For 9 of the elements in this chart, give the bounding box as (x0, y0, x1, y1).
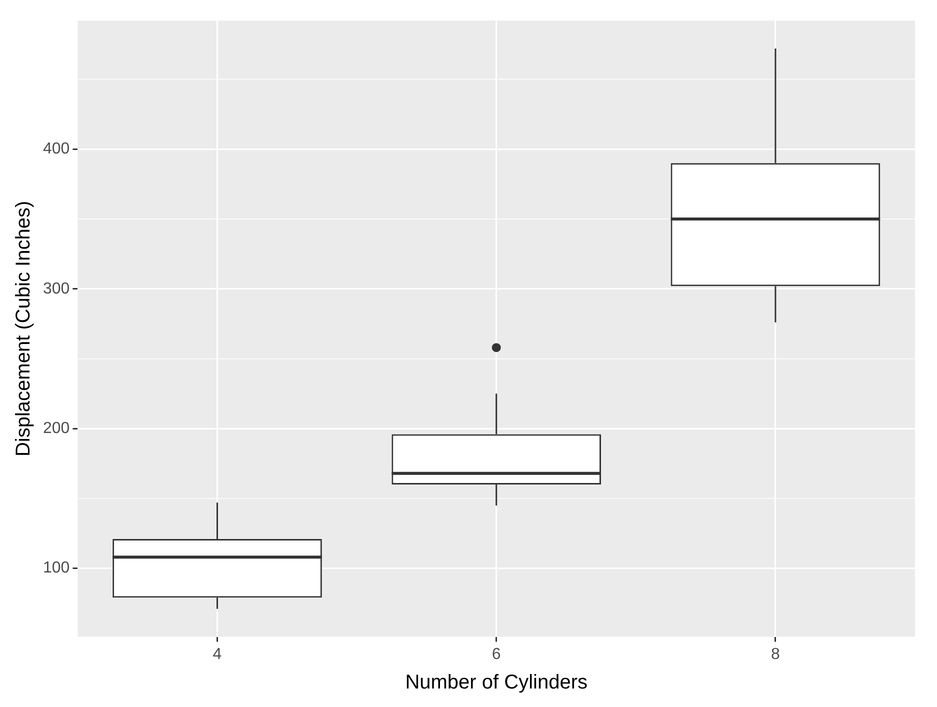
y-tick-label: 300 (42, 280, 70, 298)
y-axis-title: Displacement (Cubic Inches) (12, 200, 35, 457)
x-axis-title: Number of Cylinders (405, 672, 588, 694)
x-tick-label: 4 (212, 646, 222, 663)
x-tick-label: 8 (770, 646, 780, 663)
y-tick-label: 400 (42, 140, 70, 158)
y-tick-label: 200 (42, 420, 70, 438)
y-tick-label: 100 (42, 560, 70, 577)
x-tick-label: 6 (492, 646, 501, 663)
